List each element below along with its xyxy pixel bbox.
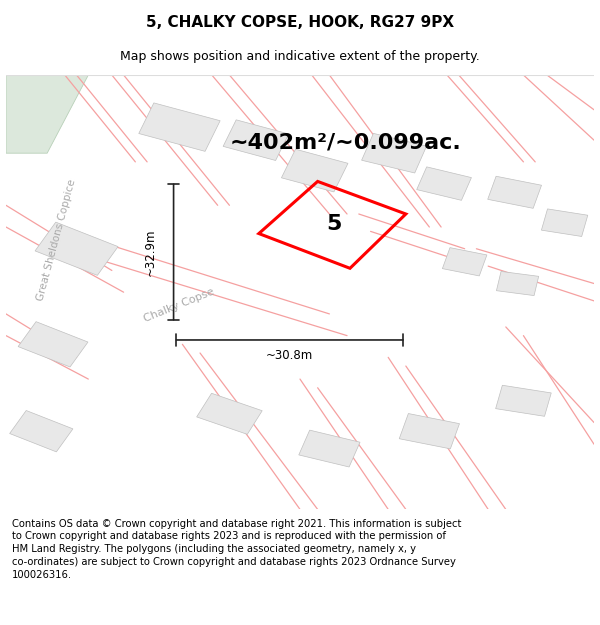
- Polygon shape: [488, 176, 542, 208]
- Text: Map shows position and indicative extent of the property.: Map shows position and indicative extent…: [120, 50, 480, 62]
- Polygon shape: [399, 414, 460, 449]
- Polygon shape: [362, 133, 427, 173]
- Text: ~30.8m: ~30.8m: [266, 349, 313, 362]
- Text: Contains OS data © Crown copyright and database right 2021. This information is : Contains OS data © Crown copyright and d…: [12, 519, 461, 580]
- Polygon shape: [496, 385, 551, 416]
- Polygon shape: [223, 120, 289, 161]
- Polygon shape: [541, 209, 588, 236]
- Polygon shape: [442, 248, 487, 276]
- Text: Chalky Copse: Chalky Copse: [143, 286, 216, 324]
- Text: 5, CHALKY COPSE, HOOK, RG27 9PX: 5, CHALKY COPSE, HOOK, RG27 9PX: [146, 15, 454, 30]
- Polygon shape: [35, 222, 118, 276]
- Polygon shape: [139, 103, 220, 151]
- Text: ~402m²/~0.099ac.: ~402m²/~0.099ac.: [229, 132, 461, 152]
- Polygon shape: [18, 322, 88, 367]
- Polygon shape: [416, 167, 472, 201]
- Polygon shape: [6, 75, 88, 153]
- Polygon shape: [299, 430, 360, 467]
- Text: 5: 5: [326, 214, 342, 234]
- Polygon shape: [496, 271, 539, 296]
- Polygon shape: [197, 393, 262, 434]
- Text: Great Sheldons Coppice: Great Sheldons Coppice: [35, 178, 77, 302]
- Text: ~32.9m: ~32.9m: [143, 228, 157, 276]
- Polygon shape: [281, 149, 348, 192]
- Polygon shape: [10, 411, 73, 452]
